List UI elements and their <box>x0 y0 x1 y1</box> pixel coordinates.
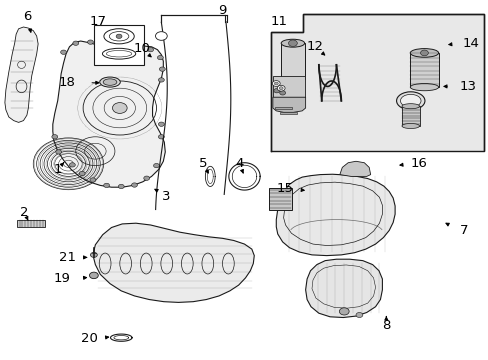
Circle shape <box>90 178 96 182</box>
Circle shape <box>131 183 137 187</box>
Circle shape <box>279 91 285 95</box>
Ellipse shape <box>409 84 438 91</box>
Circle shape <box>103 183 109 188</box>
Text: 3: 3 <box>162 190 170 203</box>
Ellipse shape <box>103 79 117 85</box>
Circle shape <box>90 252 97 257</box>
Ellipse shape <box>401 123 419 129</box>
Text: 17: 17 <box>89 15 106 28</box>
Bar <box>279 112 296 114</box>
Text: 14: 14 <box>461 37 478 50</box>
Text: 18: 18 <box>59 76 76 89</box>
Circle shape <box>273 89 279 93</box>
Circle shape <box>52 135 58 139</box>
Text: 15: 15 <box>276 183 293 195</box>
Circle shape <box>87 40 93 44</box>
Circle shape <box>288 40 297 46</box>
Circle shape <box>355 312 362 318</box>
Circle shape <box>143 176 149 180</box>
Text: 19: 19 <box>54 273 71 285</box>
Circle shape <box>116 34 122 39</box>
Circle shape <box>157 55 163 60</box>
Text: 4: 4 <box>235 157 244 170</box>
Bar <box>409 53 438 87</box>
Bar <box>274 107 291 109</box>
Polygon shape <box>272 97 305 112</box>
Ellipse shape <box>100 77 120 87</box>
Bar <box>268 188 292 210</box>
Circle shape <box>69 163 75 167</box>
Circle shape <box>79 171 85 176</box>
Polygon shape <box>305 259 382 318</box>
Circle shape <box>56 150 61 154</box>
Ellipse shape <box>409 49 438 57</box>
Text: 11: 11 <box>270 15 286 28</box>
Text: 1: 1 <box>53 163 62 176</box>
Text: 20: 20 <box>81 332 98 345</box>
Circle shape <box>277 85 285 91</box>
Bar <box>94 25 144 65</box>
Polygon shape <box>5 27 38 122</box>
Circle shape <box>272 81 280 86</box>
Text: 6: 6 <box>22 10 31 23</box>
Polygon shape <box>53 41 165 187</box>
Circle shape <box>339 308 348 315</box>
Ellipse shape <box>400 94 420 107</box>
Bar <box>272 76 304 97</box>
Circle shape <box>89 272 98 279</box>
Circle shape <box>133 44 139 48</box>
Circle shape <box>159 67 165 71</box>
Circle shape <box>158 122 164 126</box>
Circle shape <box>158 78 164 82</box>
Ellipse shape <box>281 39 304 47</box>
Polygon shape <box>276 174 394 256</box>
Circle shape <box>112 103 127 113</box>
Ellipse shape <box>396 92 424 110</box>
Circle shape <box>147 48 153 52</box>
Polygon shape <box>339 161 370 176</box>
Text: 16: 16 <box>410 157 427 170</box>
Text: 2: 2 <box>20 206 29 219</box>
Circle shape <box>274 82 278 85</box>
Circle shape <box>420 50 427 56</box>
Text: 5: 5 <box>198 157 207 170</box>
Circle shape <box>153 163 159 168</box>
Circle shape <box>273 81 279 86</box>
Text: 7: 7 <box>459 224 467 237</box>
Circle shape <box>118 45 124 49</box>
Circle shape <box>155 32 167 40</box>
Circle shape <box>158 135 164 139</box>
Text: 13: 13 <box>459 80 476 93</box>
Text: 9: 9 <box>218 4 226 17</box>
Text: 10: 10 <box>133 42 150 55</box>
Circle shape <box>102 44 108 48</box>
Circle shape <box>61 50 66 54</box>
Polygon shape <box>93 223 254 302</box>
Text: 8: 8 <box>381 319 390 332</box>
Polygon shape <box>271 14 483 151</box>
Circle shape <box>73 41 79 45</box>
Bar <box>281 43 304 79</box>
Circle shape <box>279 87 283 90</box>
Circle shape <box>118 184 124 189</box>
Bar <box>401 106 419 126</box>
Bar <box>17 220 45 227</box>
Text: 12: 12 <box>306 40 323 53</box>
Text: 21: 21 <box>59 251 76 264</box>
Ellipse shape <box>401 104 419 109</box>
